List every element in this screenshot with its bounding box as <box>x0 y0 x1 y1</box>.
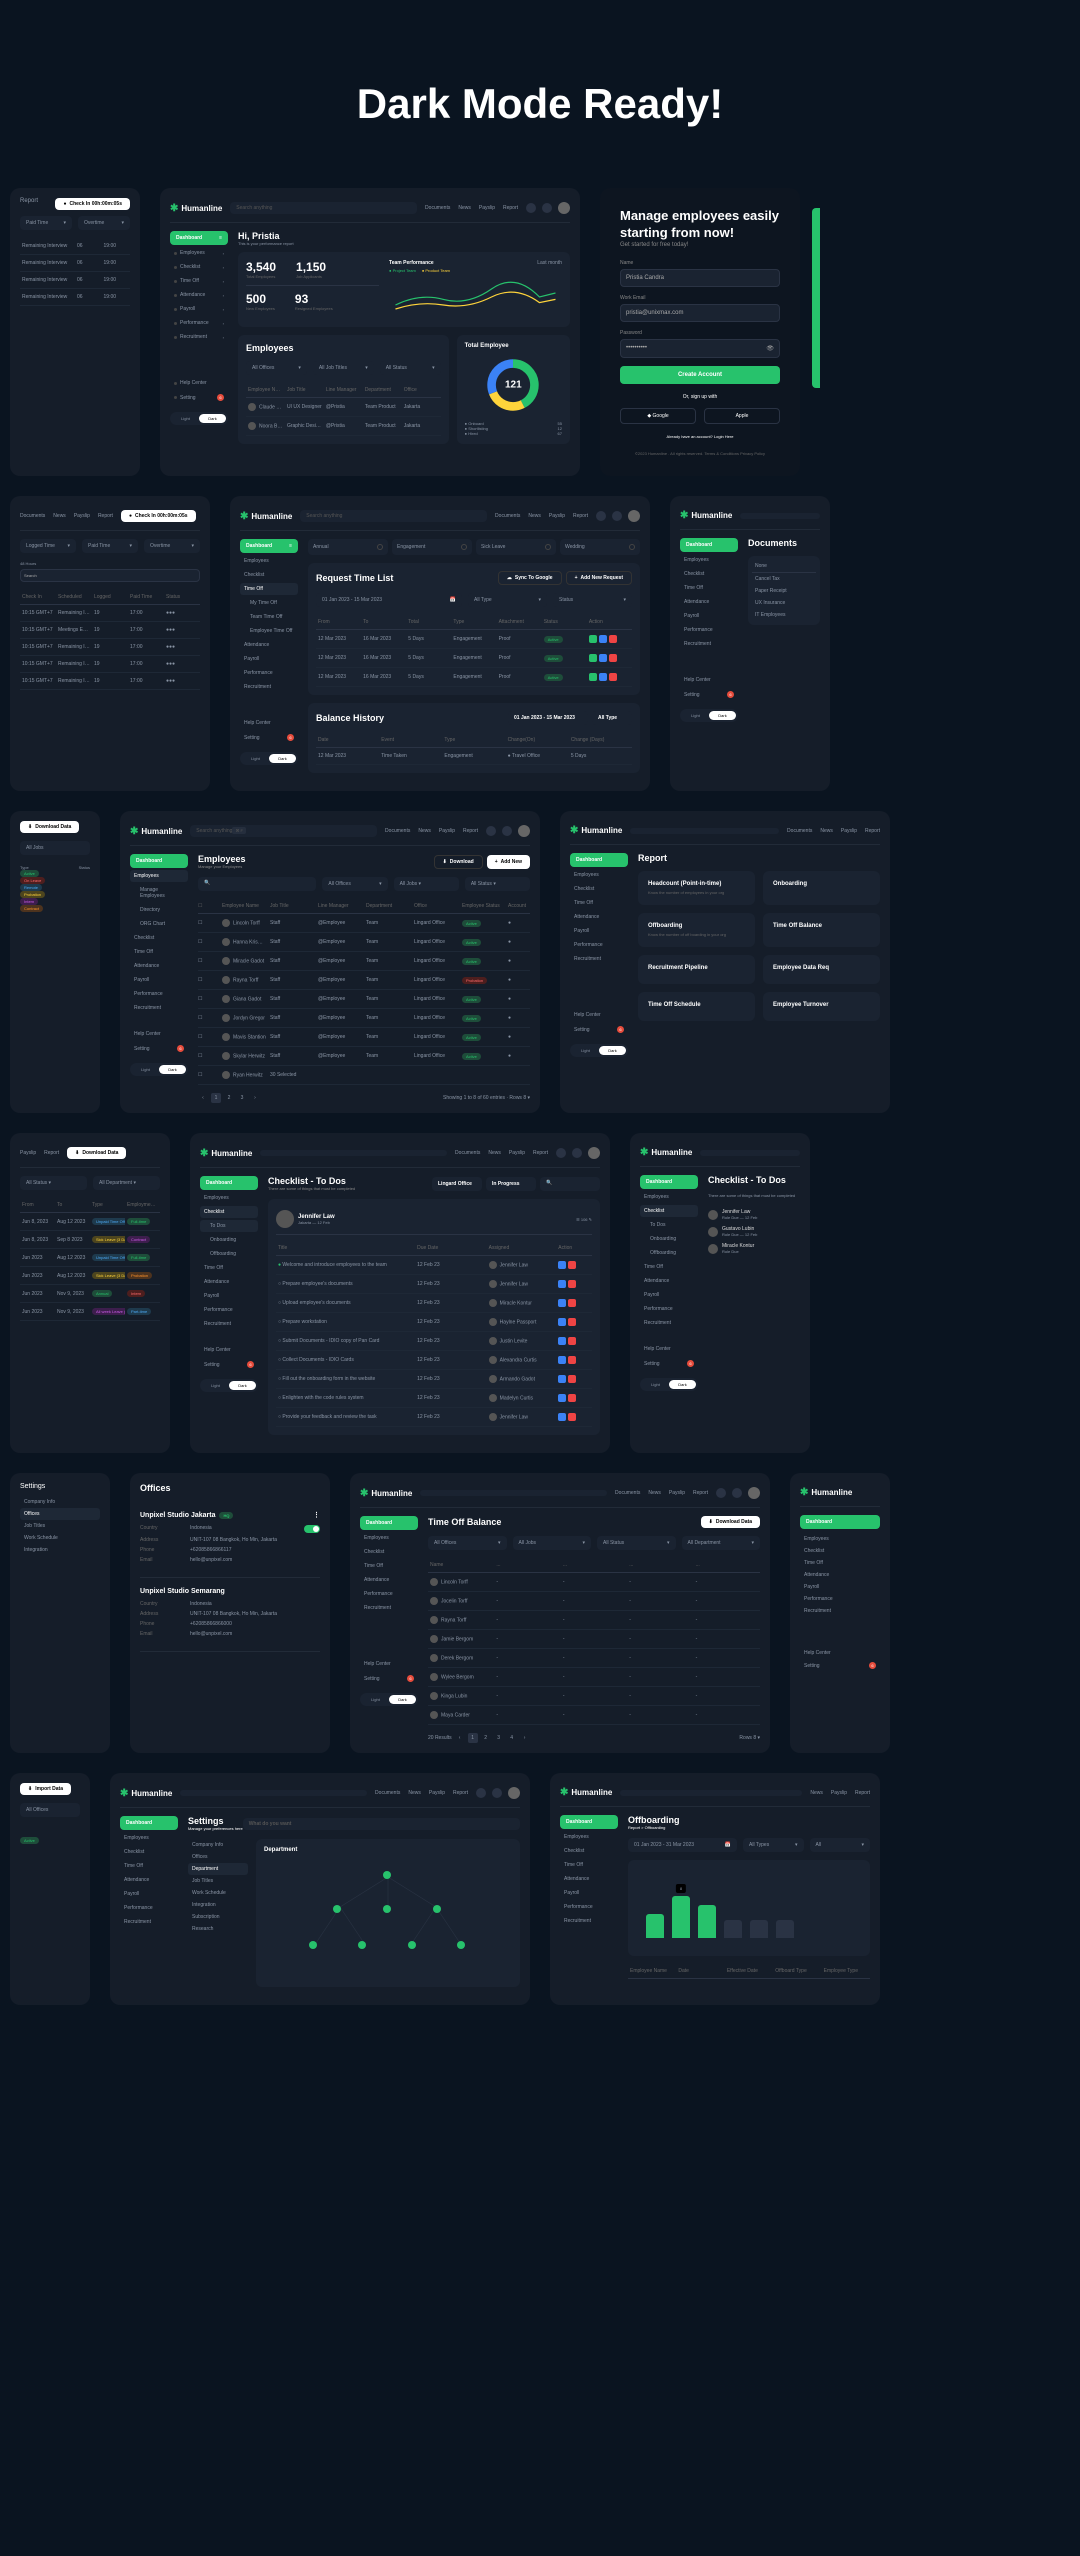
sidebar-help[interactable]: Help Center <box>170 377 228 389</box>
brand[interactable]: ✱Humanline <box>170 203 222 214</box>
person-item[interactable]: Miracle KonturRole Due <box>708 1240 800 1257</box>
panel-offboarding: ✱Humanline NewsPayslipReport Dashboard E… <box>550 1773 880 2005</box>
report-data-req[interactable]: Employee Data Req <box>763 955 880 984</box>
password-input[interactable]: ••••••••••👁 <box>620 339 780 358</box>
sidebar-timeoff[interactable]: Time Off› <box>170 275 228 287</box>
greeting: Hi, Pristia <box>238 231 570 241</box>
search-input[interactable]: Search anything <box>230 202 417 214</box>
name-input[interactable]: Pristia Candra <box>620 269 780 287</box>
panel-sidebar-only: ⬇ Download Data All Jobs Type Status Act… <box>10 811 100 1113</box>
tab-engagement[interactable]: Engagement <box>392 539 472 555</box>
decorative-bar <box>812 208 820 388</box>
filter-input[interactable]: Search <box>20 569 200 582</box>
sidebar-checklist[interactable]: Checklist› <box>170 261 228 273</box>
panel-sidebar-right: ✱Humanline Dashboard Employees Checklist… <box>790 1473 890 1753</box>
avatar[interactable] <box>558 202 570 214</box>
report-headcount[interactable]: Headcount (Point-in-time)Know the number… <box>638 871 755 905</box>
report-timeoff-balance[interactable]: Time Off Balance <box>763 913 880 947</box>
bar-chart: 8 <box>628 1860 870 1956</box>
report-recruitment[interactable]: Recruitment Pipeline <box>638 955 755 984</box>
panel-timeoff: ✱Humanline Search anything DocumentsNews… <box>230 496 650 791</box>
panel-checklist: ✱Humanline DocumentsNewsPayslipReport Da… <box>190 1133 610 1453</box>
org-chart <box>264 1859 512 1979</box>
filter-paidtime[interactable]: Paid Time▾ <box>20 216 72 230</box>
panel-offices: Offices Unpixel Studio JakartaHQ⋮ Countr… <box>130 1473 330 1753</box>
apple-button[interactable]: Apple <box>704 408 780 424</box>
report-schedule[interactable]: Time Off Schedule <box>638 992 755 1021</box>
download-button[interactable]: ⬇ Download <box>434 855 483 869</box>
panel-report: ✱Humanline DocumentsNewsPayslipReport Da… <box>560 811 890 1113</box>
download-data-button[interactable]: ⬇ Download Data <box>20 821 79 833</box>
theme-toggle[interactable]: LightDark <box>170 412 228 425</box>
create-account-button[interactable]: Create Account <box>620 366 780 384</box>
sidebar-performance[interactable]: Performance› <box>170 317 228 329</box>
donut-chart: 121 <box>483 355 543 415</box>
showcase-grid: Report ●Check In 00h:00m:05s Paid Time▾ … <box>0 188 1080 2065</box>
panel-settings: ✱Humanline DocumentsNewsPayslipReport Da… <box>110 1773 530 2005</box>
bell-icon[interactable] <box>542 203 552 213</box>
report-turnover[interactable]: Employee Turnover <box>763 992 880 1021</box>
panel-import: ⬇ Import Data All Offices Active <box>10 1773 90 2005</box>
tab-sick[interactable]: Sick Leave <box>476 539 556 555</box>
panel-attendance-partial: Report ●Check In 00h:00m:05s Paid Time▾ … <box>10 188 140 476</box>
person-item[interactable]: Jennifer LawRole Due — 12 Feb <box>708 1206 800 1223</box>
panel-checklist-people: ✱Humanline Dashboard Employees Checklist… <box>630 1133 810 1453</box>
email-input[interactable]: pristia@unixmax.com <box>620 304 780 322</box>
add-new-button[interactable]: + Add New <box>487 855 530 869</box>
sidebar-recruitment[interactable]: Recruitment› <box>170 331 228 343</box>
import-button[interactable]: ⬇ Import Data <box>20 1783 71 1795</box>
tab-annual[interactable]: Annual <box>308 539 388 555</box>
nav-news[interactable]: News <box>458 205 471 211</box>
panel-dashboard: ✱Humanline Search anything Documents New… <box>160 188 580 476</box>
nav-report[interactable]: Report <box>503 205 518 211</box>
checkin-btn[interactable]: ●Check In 00h:00m:05s <box>121 510 196 522</box>
stats-card: 3,540Total Employees 1,150Job Applicants… <box>238 252 570 327</box>
perf-chart <box>389 277 562 317</box>
more-icon[interactable]: ⋮ <box>313 1511 320 1519</box>
employees-card: Employees All Offices▾ All Job Titles▾ A… <box>238 335 449 444</box>
grid-icon[interactable] <box>526 203 536 213</box>
add-request-button[interactable]: + Add New Request <box>566 571 632 585</box>
sidebar-attendance[interactable]: Attendance› <box>170 289 228 301</box>
nav-documents[interactable]: Documents <box>425 205 450 211</box>
nav-payslip[interactable]: Payslip <box>479 205 495 211</box>
panel-signup: Manage employees easily starting from no… <box>600 188 800 476</box>
download-button[interactable]: ⬇ Download Data <box>701 1516 760 1528</box>
office-toggle[interactable] <box>304 1525 320 1533</box>
tab-wedding[interactable]: Wedding <box>560 539 640 555</box>
sidebar-payroll[interactable]: Payroll› <box>170 303 228 315</box>
sync-button[interactable]: ☁ Sync To Google <box>498 571 562 585</box>
hero-title: Dark Mode Ready! <box>0 80 1080 128</box>
hero-section: Dark Mode Ready! <box>0 0 1080 188</box>
eye-icon[interactable]: 👁 <box>766 345 774 352</box>
person-item[interactable]: Gustavo LubinRole Due — 12 Feb <box>708 1223 800 1240</box>
panel-balance-table: PayslipReport⬇ Download Data All Status … <box>10 1133 170 1453</box>
sidebar-dashboard[interactable]: Dashboard≡ <box>170 231 228 245</box>
filter-overtime[interactable]: Overtime▾ <box>78 216 130 230</box>
report-onboarding[interactable]: Onboarding <box>763 871 880 905</box>
panel-employees: ✱Humanline Search anything⌘ F DocumentsN… <box>120 811 540 1113</box>
google-button[interactable]: ◆ Google <box>620 408 696 424</box>
total-employee-card: Total Employee 121 ● Onboard55 ● Shortli… <box>457 335 570 444</box>
panel-settings-side: Settings Company Info Offices Job Titles… <box>10 1473 110 1753</box>
sidebar-setting[interactable]: Setting6 <box>170 391 228 404</box>
report-offboarding[interactable]: OffboardingKnow the number of off boardi… <box>638 913 755 947</box>
sidebar: Dashboard≡ Employees› Checklist› Time Of… <box>170 231 228 452</box>
sidebar-employees[interactable]: Employees› <box>170 247 228 259</box>
checkin-button[interactable]: ●Check In 00h:00m:05s <box>55 198 130 210</box>
panel-documents: ✱Humanline Dashboard Employees Checklist… <box>670 496 830 791</box>
panel-timeoff-balance: ✱Humanline DocumentsNewsPayslipReport Da… <box>350 1473 770 1753</box>
panel-attendance-table: DocumentsNewsPayslipReport ●Check In 00h… <box>10 496 210 791</box>
